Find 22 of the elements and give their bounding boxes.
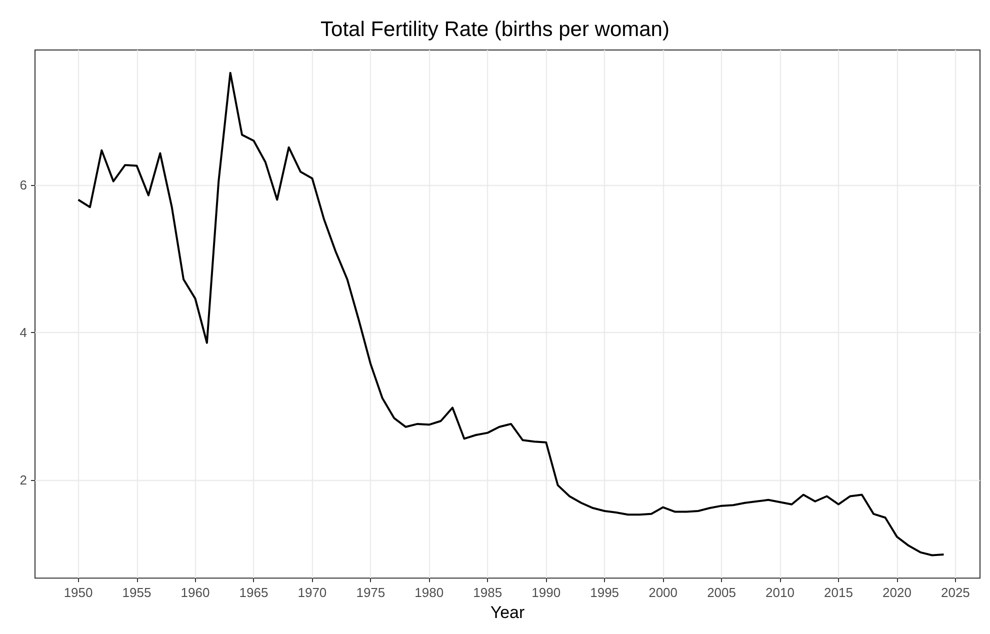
x-tick-label: 1975 [356, 585, 386, 600]
line-series [77, 72, 945, 556]
x-tick-label: 1980 [414, 585, 444, 600]
x-tick-label: 1955 [122, 585, 152, 600]
x-tick-label: 2010 [766, 585, 794, 600]
x-axis-title: Year [490, 603, 526, 622]
y-tick-label: 6 [20, 177, 27, 192]
x-tick-label: 2025 [940, 585, 970, 600]
x-tick-label: 2000 [648, 585, 678, 600]
y-tick-label: 2 [20, 472, 27, 488]
x-tick-label: 2015 [824, 585, 853, 600]
x-tick-label: 1950 [64, 585, 93, 600]
x-tick-label: 2005 [707, 585, 736, 600]
x-tick-label: 1970 [298, 585, 327, 600]
x-tick-label: 1965 [239, 585, 268, 600]
x-tick-label: 1990 [532, 585, 561, 600]
x-tick-label: 1985 [473, 585, 502, 600]
y-tick-label: 4 [20, 324, 27, 340]
chart-title: Total Fertility Rate (births per woman) [320, 18, 670, 41]
x-tick-label: 2020 [882, 585, 912, 600]
x-tick-label: 1960 [180, 585, 210, 600]
x-tick-label: 1995 [590, 585, 620, 600]
